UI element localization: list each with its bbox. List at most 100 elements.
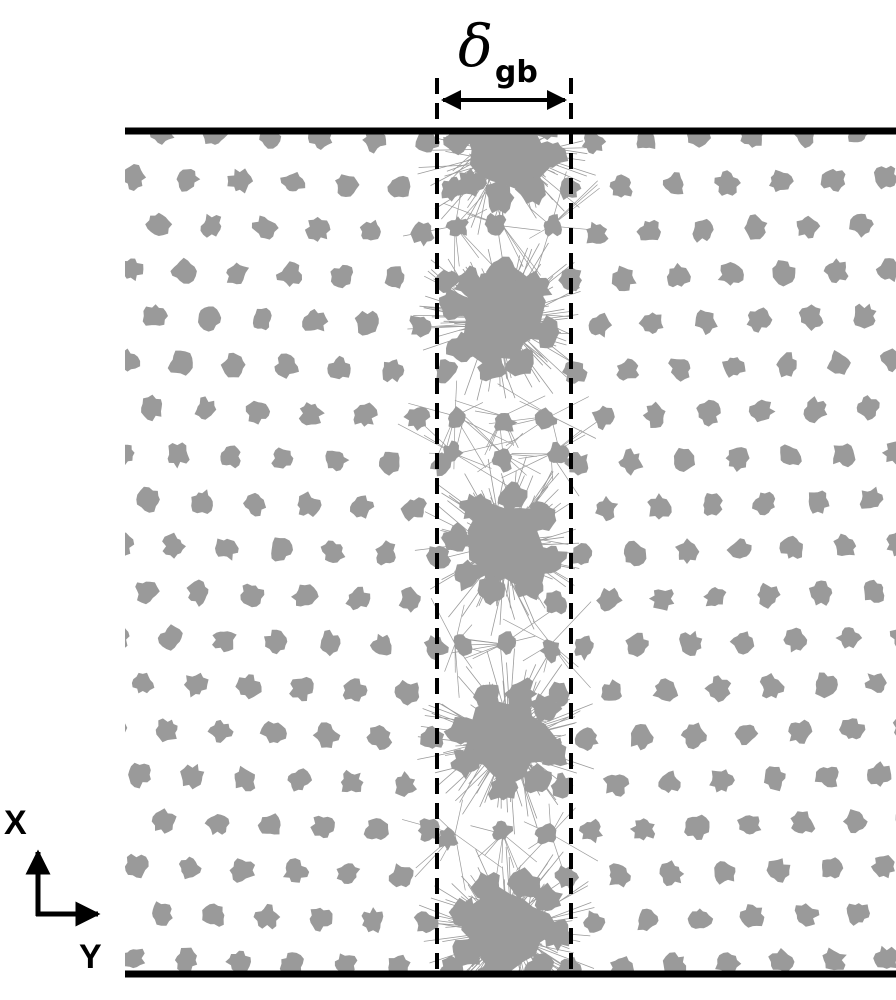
left-grain-atom [379, 451, 400, 476]
gb-cluster [461, 690, 558, 786]
gb-bond-line [408, 402, 456, 417]
atomistic-slab [125, 112, 896, 972]
right-grain-atom [892, 718, 896, 736]
left-grain-atom [409, 315, 432, 338]
gb-satellite-atom [448, 897, 483, 927]
gb-satellite-atom [507, 867, 541, 899]
gb-bond-line [550, 833, 599, 862]
left-grain-atom [125, 532, 135, 556]
gb-atom [442, 440, 464, 462]
right-grain-atom [725, 447, 750, 472]
gb-satellite-atom [441, 522, 473, 552]
gb-bond-line [495, 112, 505, 129]
gb-bond-line [502, 225, 541, 276]
right-grain-atom [586, 221, 609, 244]
gb-satellite-atom [535, 141, 569, 168]
left-grain-atom [342, 678, 368, 702]
gb-atom [534, 823, 557, 845]
left-grain-atom [125, 258, 144, 282]
gb-satellite-atom [485, 180, 515, 214]
left-grain-atom [353, 402, 378, 427]
gb-bond-line [495, 833, 504, 882]
left-grain-atom [336, 863, 361, 884]
left-grain-atom [202, 903, 225, 927]
right-grain-atom [794, 134, 814, 149]
left-grain-atom [220, 445, 241, 469]
left-grain-atom [170, 257, 197, 284]
left-grain-atom [283, 858, 310, 883]
gb-satellite-atom [520, 270, 553, 306]
left-grain-atom [384, 266, 405, 289]
gb-satellite-atom [454, 265, 483, 299]
left-grain-atom [215, 538, 239, 561]
gb-bond-line [501, 453, 552, 479]
left-grain-atom [271, 537, 293, 562]
right-grain-atom [668, 358, 691, 382]
right-grain-atom [776, 352, 797, 378]
left-grain-atom [253, 903, 281, 930]
gb-bond-line [502, 225, 524, 268]
gb-bond-line [454, 400, 504, 417]
gb-width-symbol: δ [458, 12, 493, 80]
gb-atom [494, 413, 518, 432]
gb-satellite-atom [536, 545, 568, 574]
right-grain-atom [867, 761, 892, 787]
right-grain-atom [703, 493, 723, 516]
right-grain-atom [564, 452, 589, 476]
left-grain-atom [212, 631, 237, 653]
right-grain-atom [740, 134, 763, 148]
left-grain-atom [227, 168, 254, 194]
left-grain-atom [350, 495, 375, 519]
left-grain-atom [400, 497, 427, 522]
left-grain-atom [335, 174, 360, 197]
right-grain-atom [583, 910, 606, 933]
right-grain-atom [543, 590, 567, 615]
left-grain-atom [280, 171, 306, 192]
gb-bond-line [511, 453, 552, 455]
gb-satellite-atom [487, 771, 519, 801]
right-grain-atom [692, 218, 714, 243]
left-grain-atom [334, 953, 358, 972]
right-grain-atom [881, 441, 896, 465]
left-grain-atom [131, 672, 155, 694]
right-grain-atom [652, 678, 679, 702]
left-grain-atom [369, 633, 392, 656]
right-grain-atom [783, 627, 808, 653]
right-grain-atom [648, 589, 675, 611]
gb-satellite-atom [476, 956, 508, 972]
grain-boundary-atoms [435, 134, 572, 972]
gb-atom [496, 631, 517, 655]
right-grain-atom [709, 769, 735, 793]
right-grain-atom [636, 219, 661, 241]
left-grain-atom [183, 672, 209, 698]
left-grain-atom [330, 264, 354, 289]
gb-bond-line [518, 453, 552, 460]
gb-bond-line [454, 187, 491, 227]
right-grain-atom [687, 908, 714, 929]
gb-atom [546, 441, 570, 464]
right-grain-atom [864, 673, 887, 693]
left-grain-atom [225, 950, 251, 972]
right-grain-atom [848, 134, 869, 143]
left-grain-atom [366, 725, 393, 751]
left-grain-atom [291, 584, 319, 607]
left-grain-atom [202, 134, 228, 145]
right-grain-atom [591, 405, 615, 431]
left-grain-atom [413, 911, 439, 934]
right-grain-atom [704, 675, 732, 703]
left-grain-atom [155, 718, 178, 743]
right-grain-atom [637, 908, 659, 932]
right-grain-atom [757, 582, 781, 609]
gb-satellite-atom [443, 134, 473, 156]
gb-satellite-atom [523, 763, 552, 794]
right-grain-atom [856, 395, 880, 421]
right-grain-atom [574, 727, 599, 751]
gb-satellite-atom [505, 348, 534, 377]
right-grain-atom [790, 811, 816, 834]
gb-satellite-atom [541, 918, 572, 952]
left-grain-atom [178, 856, 202, 880]
right-grain-atom [717, 262, 744, 286]
gb-satellite-atom [439, 287, 470, 321]
right-grain-atom [715, 952, 742, 972]
right-grain-atom [595, 495, 619, 522]
